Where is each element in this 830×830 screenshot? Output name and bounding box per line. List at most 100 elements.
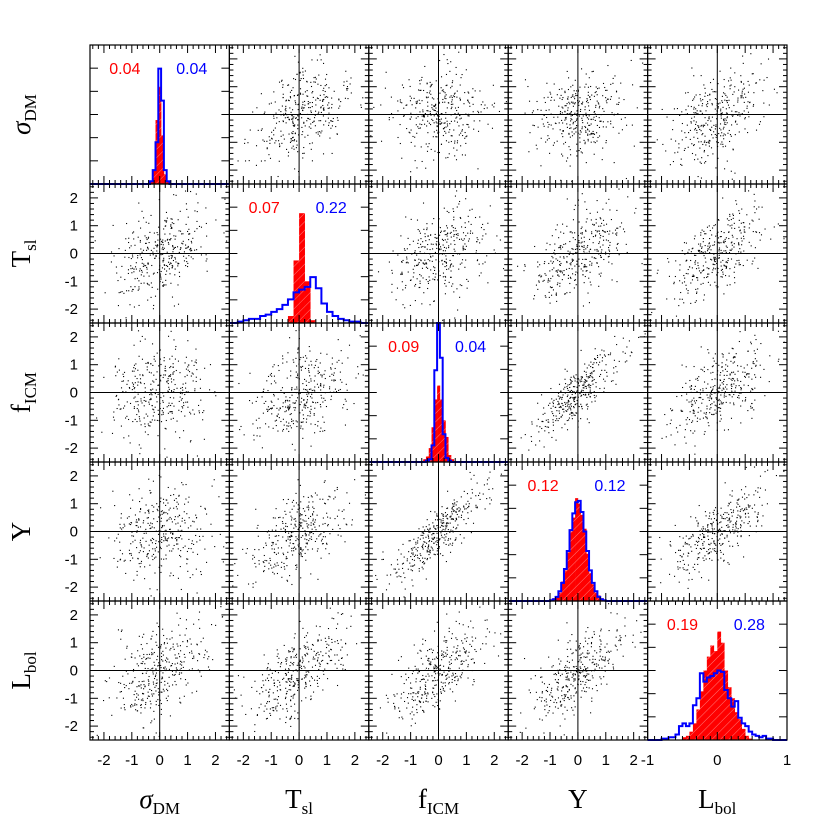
scatter-point (171, 412, 173, 414)
scatter-point (296, 421, 298, 423)
scatter-point (410, 279, 412, 281)
scatter-point (168, 386, 170, 388)
scatter-point (429, 90, 431, 92)
scatter-point (155, 244, 157, 246)
scatter-point (548, 291, 550, 293)
scatter-point (426, 150, 429, 152)
scatter-point (427, 267, 429, 269)
scatter-point (171, 355, 173, 357)
scatter-point (609, 209, 611, 211)
scatter-point (694, 261, 696, 263)
scatter-point (483, 108, 485, 110)
scatter-point (464, 266, 466, 268)
scatter-point (294, 407, 297, 409)
scatter-point (571, 259, 573, 261)
scatter-point (277, 365, 279, 367)
scatter-point (448, 247, 450, 249)
scatter-point (436, 126, 438, 128)
scatter-point (701, 270, 703, 272)
scatter-point (492, 84, 494, 86)
scatter-point (602, 126, 604, 128)
scatter-point (174, 238, 176, 240)
scatter-point (700, 110, 702, 112)
scatter-point (683, 281, 686, 283)
scatter-point (293, 95, 295, 97)
scatter-point (702, 282, 704, 284)
scatter-point (325, 120, 327, 122)
scatter-point (734, 227, 736, 230)
scatter-point (708, 118, 710, 120)
scatter-point (421, 123, 423, 126)
scatter-point (418, 230, 421, 232)
scatter-point (493, 102, 496, 104)
scatter-point (555, 294, 557, 296)
scatter-point (434, 233, 436, 235)
scatter-point (264, 111, 266, 113)
scatter-point (712, 137, 714, 139)
scatter-point (701, 251, 703, 253)
scatter-point (166, 217, 168, 219)
scatter-point (697, 277, 699, 279)
scatter-point (542, 280, 544, 282)
scatter-point (296, 94, 299, 96)
scatter-point (581, 233, 583, 235)
scatter-point (445, 255, 447, 257)
scatter-point (588, 384, 590, 386)
scatter-point (611, 279, 613, 281)
scatter-point (312, 91, 314, 93)
scatter-point (725, 251, 727, 253)
scatter-point (148, 284, 150, 286)
scatter-point (435, 259, 437, 261)
scatter-point (684, 132, 686, 134)
scatter-point (464, 248, 466, 251)
scatter-point (291, 394, 293, 396)
scatter-point (705, 122, 707, 124)
scatter-point (136, 413, 138, 416)
scatter-point (733, 104, 735, 107)
scatter-point (464, 226, 466, 229)
histogram-step-blue (90, 67, 230, 185)
scatter-point (142, 374, 144, 376)
scatter-point (617, 227, 619, 229)
scatter-point (343, 84, 345, 86)
scatter-point (683, 274, 685, 277)
scatter-point (479, 216, 481, 218)
scatter-point (680, 291, 682, 294)
scatter-point (288, 119, 290, 121)
scatter-point (730, 67, 732, 69)
scatter-point (293, 116, 295, 118)
scatter-point (164, 448, 166, 450)
scatter-point (727, 104, 730, 106)
scatter-point (750, 245, 752, 247)
scatter-point (124, 405, 126, 407)
histogram-bar-red (299, 213, 305, 323)
scatter-point (713, 267, 715, 269)
scatter-point (476, 241, 478, 243)
scatter-point (133, 306, 135, 308)
scatter-point (739, 230, 741, 232)
scatter-point (582, 101, 584, 103)
scatter-point (705, 233, 707, 235)
scatter-point (596, 88, 599, 90)
scatter-point (453, 240, 455, 242)
scatter-point (547, 281, 549, 283)
scatter-point (459, 84, 461, 86)
scatter-point (312, 401, 314, 403)
scatter-point (575, 271, 577, 273)
scatter-point (549, 244, 551, 246)
scatter-point (548, 296, 550, 298)
scatter-point (691, 248, 693, 250)
scatter-point (564, 90, 566, 92)
scatter-point (616, 103, 618, 105)
scatter-point (419, 80, 421, 82)
histogram-bar-red (437, 385, 441, 462)
scatter-point (167, 390, 169, 392)
scatter-point (240, 425, 242, 428)
scatter-point (129, 304, 131, 306)
scatter-point (456, 121, 459, 123)
scatter-point (438, 151, 440, 154)
scatter-point (319, 54, 321, 56)
scatter-point (718, 219, 720, 221)
scatter-point (559, 264, 561, 266)
scatter-point (755, 82, 758, 84)
